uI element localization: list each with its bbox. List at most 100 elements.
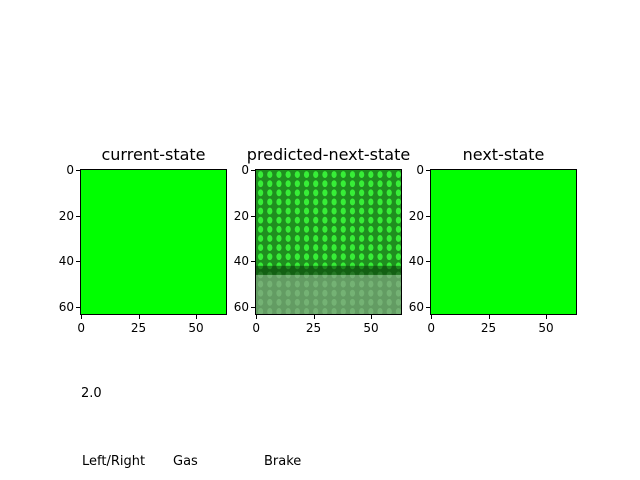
predicted-pixel-dot	[359, 207, 365, 215]
image-predicted-next-state	[255, 169, 402, 315]
predicted-pixel-dot	[285, 189, 291, 197]
predicted-pixel-dot	[340, 244, 346, 251]
y-tick-mark	[76, 261, 80, 263]
image-fill	[431, 170, 576, 314]
predicted-pixel-dot	[276, 235, 282, 242]
predicted-pixel-dot	[285, 180, 291, 188]
predicted-pixel-dot	[340, 225, 346, 233]
predicted-pixel-dot	[267, 225, 273, 233]
y-tick-label: 0	[241, 163, 249, 178]
y-tick-mark	[426, 261, 430, 263]
predicted-pixel-dot	[395, 235, 401, 242]
predicted-pixel-dot	[368, 253, 374, 261]
predicted-pixel-dot	[276, 207, 282, 215]
predicted-pixel-dot	[359, 180, 365, 188]
predicted-pixel-dot	[294, 244, 300, 251]
y-tick-mark	[76, 307, 80, 309]
y-tick-mark	[76, 215, 80, 217]
x-tick-label: 25	[480, 321, 497, 335]
predicted-pixel-dot	[322, 225, 328, 233]
predicted-pixel-dot	[313, 216, 319, 224]
predicted-pixel-dot	[368, 244, 374, 251]
predicted-pixel-dot	[395, 207, 401, 215]
predicted-pixel-dot	[313, 253, 319, 261]
predicted-pixel-dot	[386, 225, 392, 233]
predicted-pixel-dot	[340, 189, 346, 197]
predicted-pixel-dot	[322, 253, 328, 261]
predicted-pixel-dot	[257, 225, 264, 233]
predicted-pixel-dot	[303, 225, 310, 233]
x-tick-mark	[488, 315, 490, 319]
y-tick-mark	[426, 170, 430, 172]
predicted-pixel-dot	[257, 235, 264, 242]
predicted-pixel-dot	[377, 171, 383, 178]
y-tick-label: 40	[233, 254, 249, 269]
predicted-pixel-dot	[322, 235, 328, 242]
x-tick-mark	[81, 315, 83, 319]
predicted-pixel-dot	[349, 216, 356, 224]
y-tick-mark	[251, 261, 255, 263]
y-tick-label: 60	[233, 300, 249, 315]
x-tick-mark	[138, 315, 140, 319]
predicted-pixel-dot	[303, 207, 310, 215]
predicted-pixel-dot	[257, 171, 264, 178]
predicted-pixel-dot	[267, 216, 273, 224]
predicted-pixel-dot	[349, 198, 356, 206]
predicted-pixel-dot	[359, 225, 365, 233]
predicted-pixel-dot	[285, 171, 291, 178]
predicted-pixel-dot	[276, 180, 282, 188]
predicted-pixel-dot	[303, 253, 310, 261]
image-fill	[81, 170, 226, 314]
y-tick-mark	[426, 215, 430, 217]
predicted-pixel-dot	[368, 225, 374, 233]
image-canvas	[431, 170, 576, 314]
predicted-pixel-dot	[276, 171, 282, 178]
predicted-pixel-dot	[267, 253, 273, 261]
x-tick-label: 0	[252, 321, 260, 335]
predicted-pixel-dot	[386, 171, 392, 178]
x-tick-label: 50	[188, 321, 204, 335]
predicted-pixel-dot	[377, 180, 383, 188]
predicted-pixel-dot	[368, 180, 374, 188]
predicted-pixel-dot	[313, 225, 319, 233]
predicted-pixel-dot	[349, 244, 356, 251]
predicted-pixel-dot	[377, 207, 383, 215]
predicted-pixel-dot	[303, 189, 310, 197]
predicted-pixel-dot	[313, 171, 319, 178]
predicted-pixel-dot	[340, 207, 346, 215]
predicted-pixel-dot	[322, 198, 328, 206]
predicted-pixel-dot	[267, 244, 273, 251]
predicted-pixel-dot	[267, 180, 273, 188]
image-next-state	[430, 169, 577, 315]
predicted-pixel-dot	[285, 235, 291, 242]
predicted-pixel-dot	[303, 171, 310, 178]
x-tick-label: 0	[77, 321, 85, 335]
predicted-pixel-dot	[340, 180, 346, 188]
predicted-pixel-dot	[359, 216, 365, 224]
predicted-pixel-dot	[331, 180, 337, 188]
predicted-pixel-dot	[340, 198, 346, 206]
predicted-pixel-dot	[349, 225, 356, 233]
predicted-pixel-dot	[377, 189, 383, 197]
predicted-pixel-dot	[331, 189, 337, 197]
predicted-pixel-dot	[386, 216, 392, 224]
predicted-pixel-dot	[386, 235, 392, 242]
predicted-pixel-dot	[313, 244, 319, 251]
predicted-pixel-dot	[349, 235, 356, 242]
predicted-pixel-dot	[359, 253, 365, 261]
predicted-pixel-dot	[303, 180, 310, 188]
image-canvas	[256, 170, 401, 314]
predicted-pixel-dot	[276, 244, 282, 251]
predicted-pixel-dot	[359, 198, 365, 206]
predicted-pixel-dot	[313, 189, 319, 197]
predicted-pixel-dot	[313, 180, 319, 188]
x-tick-mark	[195, 315, 197, 319]
predicted-pixel-dot	[322, 216, 328, 224]
predicted-pixel-dot	[331, 207, 337, 215]
predicted-pixel-dot	[377, 253, 383, 261]
predicted-pixel-dot	[395, 198, 401, 206]
predicted-pixel-dot	[257, 244, 264, 251]
predicted-pixel-dot	[386, 253, 392, 261]
predicted-pixel-dot	[294, 216, 300, 224]
y-tick-label: 0	[66, 163, 74, 178]
